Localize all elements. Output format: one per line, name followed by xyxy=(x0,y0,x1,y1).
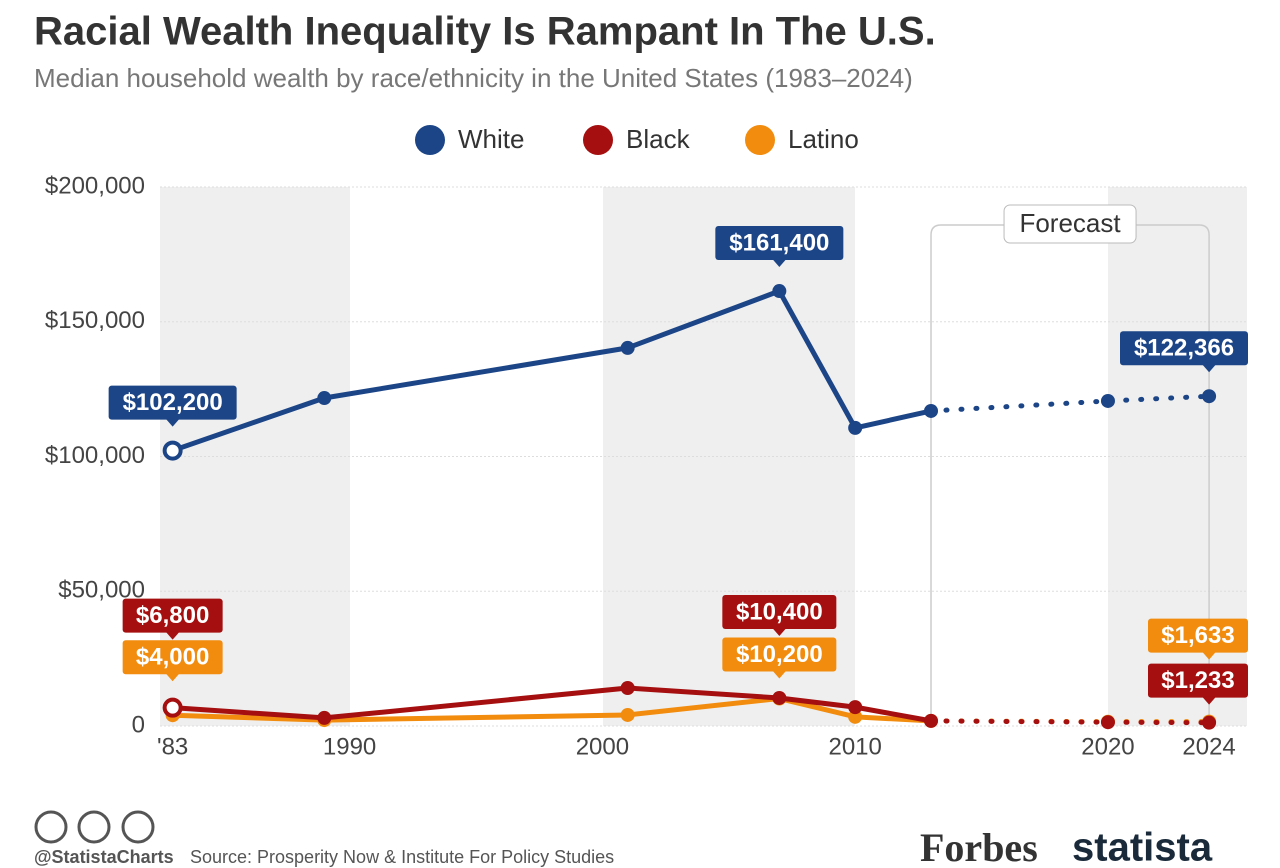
legend-swatch xyxy=(415,125,445,155)
point xyxy=(1100,715,1115,730)
source: Source: Prosperity Now & Institute For P… xyxy=(190,847,614,867)
point xyxy=(620,340,635,355)
legend-swatch xyxy=(583,125,613,155)
chart-title: Racial Wealth Inequality Is Rampant In T… xyxy=(34,10,936,54)
forecast-box xyxy=(1003,204,1137,244)
point xyxy=(317,710,332,725)
label-pointer xyxy=(772,670,787,679)
line xyxy=(928,393,1212,414)
y-tick-label: $200,000 xyxy=(45,172,145,199)
label-pointer xyxy=(1202,651,1217,660)
line xyxy=(170,288,934,454)
point xyxy=(848,709,863,724)
forbes-logo: Forbes xyxy=(920,825,1038,868)
value-label: $6,800 xyxy=(136,602,209,629)
line xyxy=(170,685,934,724)
point xyxy=(1202,389,1217,404)
band xyxy=(160,187,350,726)
handle: @StatistaCharts xyxy=(34,847,174,867)
point xyxy=(317,391,332,406)
point xyxy=(162,440,183,461)
value-label: $10,400 xyxy=(736,598,823,625)
x-tick-label: 2010 xyxy=(828,733,881,760)
label-box xyxy=(108,385,237,420)
label-box xyxy=(722,594,837,629)
label-box xyxy=(722,637,837,672)
label-box xyxy=(1148,663,1248,698)
value-label: $122,366 xyxy=(1134,335,1234,362)
value-label: $161,400 xyxy=(729,229,829,256)
label-pointer xyxy=(165,673,180,682)
value-label: $1,633 xyxy=(1161,622,1234,649)
value-label: $102,200 xyxy=(123,389,223,416)
point xyxy=(924,713,939,728)
x-tick-label: '83 xyxy=(157,733,188,760)
label-pointer xyxy=(165,631,180,640)
x-tick-label: 2000 xyxy=(576,733,629,760)
label-pointer xyxy=(772,627,787,636)
statista-logo: statista xyxy=(1072,826,1213,868)
line xyxy=(928,718,1212,726)
value-label: $10,200 xyxy=(736,641,823,668)
point xyxy=(1202,715,1217,730)
label-pointer xyxy=(1202,364,1217,373)
label-pointer xyxy=(165,418,180,427)
label-box xyxy=(1148,618,1248,653)
y-tick-label: $100,000 xyxy=(45,442,145,469)
point xyxy=(620,681,635,696)
line xyxy=(170,696,934,724)
label-box xyxy=(122,598,223,633)
value-label: $4,000 xyxy=(136,644,209,671)
cc-icons xyxy=(34,810,155,844)
point xyxy=(772,284,787,299)
legend-label: Latino xyxy=(788,124,859,154)
point xyxy=(924,403,939,418)
value-label: $1,233 xyxy=(1161,667,1234,694)
label-box xyxy=(1120,331,1248,366)
legend-label: Black xyxy=(626,124,691,154)
label-box xyxy=(715,226,844,261)
y-tick-label: 0 xyxy=(132,711,145,738)
point xyxy=(772,690,787,705)
annotation: Forecast xyxy=(1019,208,1121,238)
label-pointer xyxy=(1202,696,1217,705)
point xyxy=(848,420,863,435)
point xyxy=(848,700,863,715)
label-pointer xyxy=(772,259,787,268)
subtitle: Median household wealth by race/ethnicit… xyxy=(34,63,913,93)
x-tick-label: 1990 xyxy=(323,733,376,760)
y-tick-label: $150,000 xyxy=(45,307,145,334)
point xyxy=(162,697,183,718)
legend-swatch xyxy=(745,125,775,155)
x-tick-label: 2024 xyxy=(1182,733,1235,760)
point xyxy=(620,707,635,722)
x-tick-label: 2020 xyxy=(1081,733,1134,760)
label-box xyxy=(122,640,223,675)
point xyxy=(1100,393,1115,408)
legend-label: White xyxy=(458,124,524,154)
